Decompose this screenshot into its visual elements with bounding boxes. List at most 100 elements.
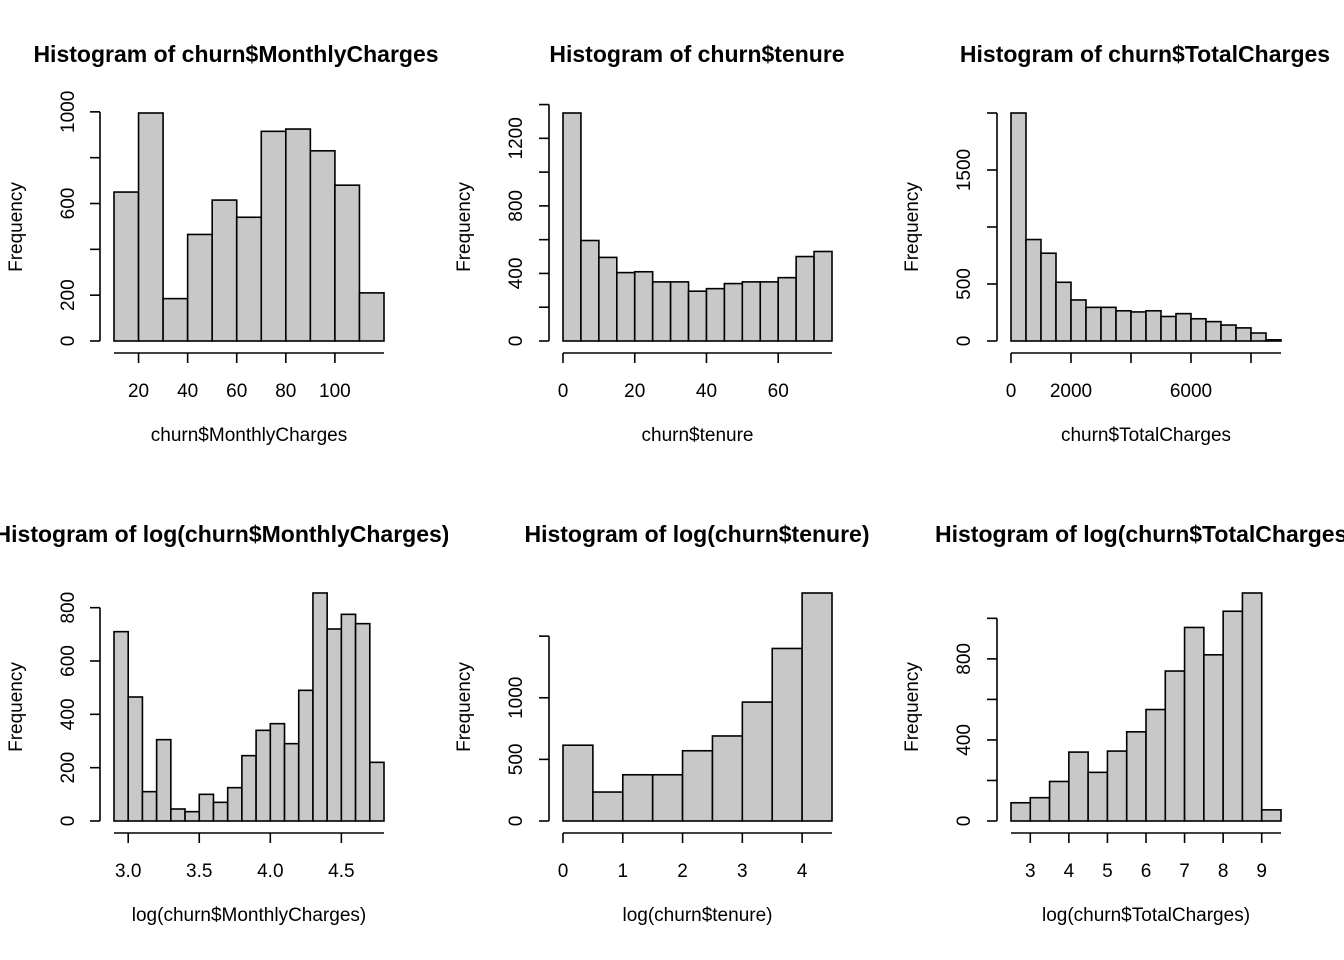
x-tick-label: 4	[1064, 861, 1075, 882]
y-tick-label: 400	[58, 698, 79, 730]
x-tick-label: 20	[128, 381, 149, 402]
x-tick-label: 3	[1025, 861, 1036, 882]
y-tick-label: 800	[58, 592, 79, 624]
x-tick-label: 0	[558, 861, 569, 882]
y-tick-label: 200	[58, 752, 79, 784]
y-axis-title: Frequency	[902, 662, 923, 752]
y-tick-label: 0	[954, 336, 975, 347]
y-tick-label: 0	[954, 816, 975, 827]
histogram-bar	[580, 239, 600, 342]
histogram-bar	[771, 647, 803, 822]
y-tick-label: 1500	[954, 149, 975, 191]
histogram-bar	[1025, 238, 1042, 342]
y-axis-title: Frequency	[6, 182, 27, 272]
x-axis-title: churn$TotalCharges	[1061, 425, 1231, 446]
histogram-bar	[211, 199, 238, 342]
histogram-bar	[260, 130, 287, 342]
histogram-bar	[1205, 320, 1222, 342]
x-tick-label: 60	[226, 381, 247, 402]
histogram-bar	[198, 793, 215, 822]
histogram-bar	[562, 112, 582, 342]
x-tick-label: 6000	[1170, 381, 1212, 402]
x-tick-label: 1	[617, 861, 628, 882]
chart-title: Histogram of churn$MonthlyCharges	[33, 41, 438, 67]
histogram-bar	[711, 735, 744, 822]
panel-log-tenure: 0 1 2 3 4 0 500 1000 Histogram of log(churn$tenu…	[454, 521, 870, 926]
x-axis-title: churn$MonthlyCharges	[151, 425, 347, 446]
x-tick-label: 3.5	[186, 861, 212, 882]
histogram-bar	[340, 613, 357, 822]
histogram-bar	[723, 282, 744, 342]
panel-log-monthly-charges: 3.0 3.5 4.0 4.5 0 200 400 600 800 Histogram of lo…	[0, 521, 448, 926]
x-tick-label: 60	[768, 381, 789, 402]
x-tick-label: 40	[696, 381, 717, 402]
y-tick-label: 1200	[506, 117, 527, 159]
x-tick-label: 0	[1006, 381, 1017, 402]
y-tick-label: 400	[954, 724, 975, 756]
histogram-bar	[1183, 626, 1205, 822]
y-tick-label: 600	[58, 188, 79, 220]
histogram-bar	[358, 292, 385, 342]
histogram-bar	[1106, 750, 1128, 822]
histogram-bar	[113, 191, 140, 342]
histogram-bar	[368, 761, 385, 822]
histogram-bar	[1241, 592, 1263, 822]
histogram-bar	[354, 622, 371, 822]
histogram-bar	[1235, 327, 1252, 342]
chart-title: Histogram of churn$TotalCharges	[960, 41, 1330, 67]
chart-title: Histogram of churn$tenure	[549, 41, 844, 67]
x-axis-title: log(churn$TotalCharges)	[1042, 905, 1250, 926]
histogram-bar	[1068, 751, 1089, 822]
x-tick-label: 80	[275, 381, 296, 402]
histogram-bar	[1265, 339, 1282, 342]
histogram-bar	[801, 592, 833, 822]
histogram-bar	[184, 810, 201, 822]
histogram-bar	[1203, 654, 1224, 822]
x-tick-label: 2000	[1050, 381, 1092, 402]
histogram-bar	[170, 808, 186, 822]
histogram-bar	[255, 729, 272, 822]
x-tick-label: 2	[677, 861, 688, 882]
x-tick-label: 0	[558, 381, 569, 402]
histogram-bar	[1087, 771, 1109, 822]
x-tick-label: 4	[797, 861, 808, 882]
y-tick-label: 0	[58, 816, 79, 827]
histogram-bar	[1010, 112, 1027, 342]
x-tick-label: 6	[1141, 861, 1152, 882]
histogram-bar	[127, 696, 144, 822]
x-tick-label: 9	[1256, 861, 1267, 882]
x-tick-label: 3	[737, 861, 748, 882]
histogram-bar	[155, 738, 172, 822]
histogram-bar	[615, 271, 636, 342]
histogram-bar	[269, 722, 286, 822]
y-tick-label: 0	[506, 816, 527, 827]
chart-title: Histogram of log(churn$tenure)	[524, 521, 869, 547]
histogram-bar	[1040, 252, 1057, 342]
y-tick-label: 0	[58, 336, 79, 347]
histogram-bar	[334, 184, 361, 342]
histogram-bar	[651, 281, 672, 342]
histogram-bar	[777, 276, 797, 342]
histogram-bar	[795, 255, 815, 342]
histogram-bar	[669, 281, 690, 342]
histogram-bar	[592, 791, 624, 822]
histogram-bar	[1085, 306, 1102, 342]
x-tick-label: 40	[177, 381, 198, 402]
histogram-bar	[162, 297, 189, 342]
histogram-bar	[1130, 311, 1147, 342]
histogram-bar	[141, 790, 158, 822]
histogram-bar	[1055, 281, 1072, 342]
histogram-bar	[226, 786, 243, 822]
histogram-bar	[598, 256, 618, 342]
histogram-bar	[1048, 780, 1070, 822]
histogram-bar	[326, 628, 343, 822]
x-tick-label: 5	[1102, 861, 1113, 882]
histogram-bar	[1070, 299, 1087, 342]
y-axis-title: Frequency	[6, 662, 27, 752]
histogram-bar	[186, 233, 213, 342]
panel-log-total-charges: 3 4 5 6 7 8 9 0 400 800 Histogram of log(churn$Tot…	[902, 521, 1344, 926]
x-tick-label: 7	[1179, 861, 1190, 882]
histogram-bar	[1250, 332, 1267, 342]
histogram-bar	[741, 281, 762, 342]
